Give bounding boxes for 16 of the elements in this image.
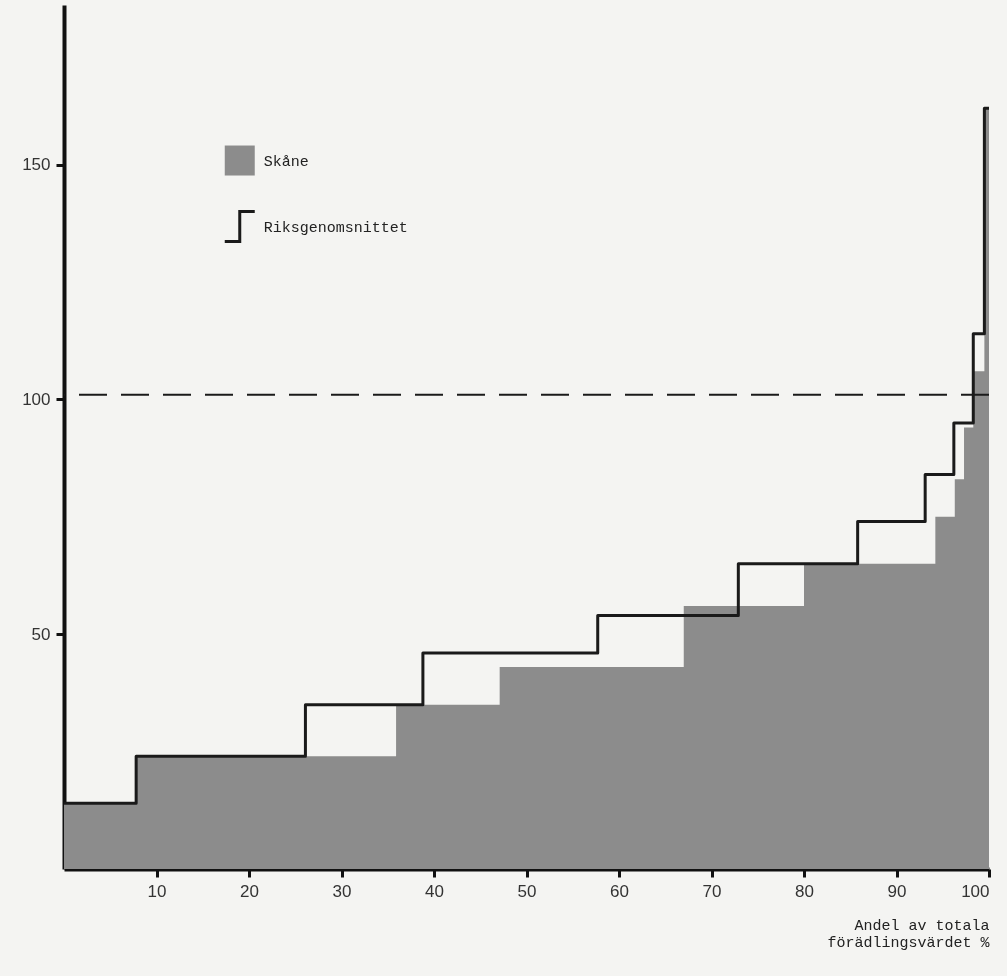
x-tick-label: 100	[961, 881, 990, 901]
x-tick-label: 20	[240, 881, 259, 901]
x-axis-title: Andel av totala förädlingsvärdet %	[827, 917, 991, 952]
x-tick-label: 70	[702, 881, 722, 901]
legend-label: Skåne	[263, 153, 309, 171]
x-tick-label: 10	[147, 881, 167, 901]
y-tick-label: 50	[31, 624, 51, 644]
x-tick-label: 50	[517, 881, 537, 901]
legend-label: Riksgenomsnittet	[263, 219, 408, 237]
y-tick-label: 150	[22, 155, 51, 175]
x-tick-label: 40	[425, 881, 444, 901]
y-tick-label: 100	[22, 389, 51, 409]
x-tick-label: 80	[795, 881, 814, 901]
x-tick-label: 90	[887, 881, 907, 901]
x-tick-label: 30	[332, 881, 352, 901]
x-tick-label: 60	[610, 881, 629, 901]
